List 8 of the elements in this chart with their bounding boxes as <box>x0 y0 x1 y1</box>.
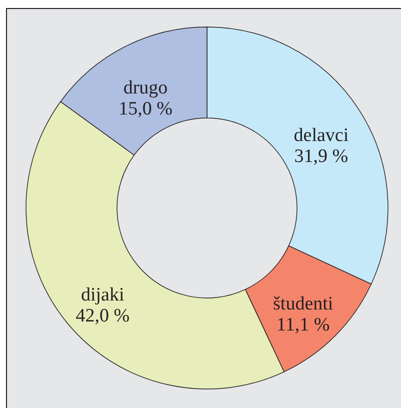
data-label: 11,1 % <box>276 314 330 336</box>
slice-label: delavci <box>294 125 349 146</box>
data-label: 15,0 % <box>118 98 173 120</box>
slice-label: dijaki <box>80 284 124 306</box>
slice-label: drugo <box>123 77 168 98</box>
data-label: 31,9 % <box>294 146 348 168</box>
data-label: 42,0 % <box>76 305 130 326</box>
slice-label: študenti <box>273 294 334 315</box>
